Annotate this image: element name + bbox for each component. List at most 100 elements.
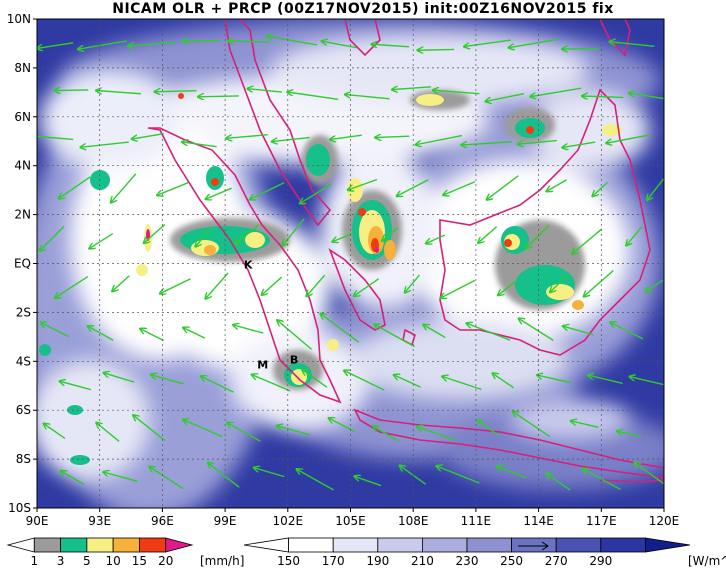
wind-arrow	[54, 90, 89, 91]
wind-arrow	[155, 91, 197, 92]
lon-tick-label: 114E	[523, 514, 554, 528]
wind-arrow	[392, 87, 432, 90]
wind-arrow	[354, 476, 382, 487]
wind-arrow	[247, 89, 282, 92]
lat-tick-label: 2N	[14, 208, 31, 222]
wind-arrow	[518, 139, 557, 145]
city-marker-label: M	[257, 359, 268, 372]
wind-arrow	[433, 90, 480, 95]
lon-tick-label: 93E	[88, 514, 111, 528]
wind-arrow	[513, 412, 551, 438]
olr-colorbar: 150 170 190 210 230 250 270 290 [W/m^2]	[243, 537, 726, 568]
olr-colorbar-swatch	[332, 537, 379, 553]
wind-arrow	[206, 187, 232, 199]
wind-arrow	[59, 176, 91, 199]
wind-arrow	[373, 426, 400, 442]
wind-arrow	[208, 463, 240, 488]
wind-arrow	[526, 224, 550, 248]
wind-arrow	[140, 329, 164, 342]
wind-arrow	[647, 177, 664, 200]
wind-arrow	[103, 472, 139, 483]
wind-arrow	[96, 423, 120, 442]
wind-arrow	[485, 93, 525, 102]
wind-vectors	[37, 36, 664, 491]
wind-arrow	[183, 420, 223, 438]
philippines-coastline	[599, 19, 631, 57]
wind-arrow	[41, 323, 69, 338]
wind-arrow	[371, 44, 410, 47]
indochina-coastline	[344, 19, 381, 57]
lat-tick-label: 10N	[7, 12, 31, 26]
wind-arrow	[497, 466, 527, 479]
wind-arrow	[610, 322, 644, 340]
wind-arrow	[582, 96, 624, 97]
map-field	[37, 19, 664, 508]
olr-colorbar-label: 150	[277, 554, 300, 568]
wind-arrow	[572, 228, 603, 254]
wind-arrow	[546, 179, 568, 192]
wind-arrow	[80, 141, 129, 147]
malay-peninsula-coastline	[224, 19, 332, 227]
wind-arrow	[478, 420, 500, 437]
wind-arrow	[626, 226, 643, 246]
olr-colorbar-label: 250	[500, 554, 523, 568]
wind-arrow	[382, 227, 399, 241]
wind-arrow	[348, 178, 378, 191]
wind-arrow	[375, 136, 410, 137]
java-coastline	[353, 408, 664, 479]
wind-arrow	[111, 173, 137, 203]
wind-arrow	[196, 228, 211, 247]
wind-arrow	[254, 468, 285, 478]
wind-arrow	[272, 136, 310, 142]
lon-tick-label: 108E	[398, 514, 429, 528]
wind-arrow	[61, 471, 85, 486]
wind-arrow	[182, 142, 217, 148]
wind-arrow	[226, 133, 268, 139]
wind-arrow	[443, 181, 476, 195]
olr-colorbar-label: 270	[545, 554, 568, 568]
wind-arrow	[277, 320, 312, 350]
wind-arrow	[592, 181, 609, 196]
olr-colorbar-label: 290	[589, 554, 612, 568]
wind-arrow	[300, 183, 332, 203]
wind-arrow	[405, 274, 420, 293]
wind-arrow	[629, 93, 664, 100]
lon-tick-label: 120E	[649, 514, 680, 528]
lat-tick-label: 4S	[16, 354, 31, 368]
wind-arrow	[89, 232, 114, 249]
wind-arrow	[205, 272, 229, 299]
wind-arrow	[417, 49, 455, 50]
wind-arrow	[37, 135, 74, 141]
wind-arrow	[467, 323, 511, 341]
wind-arrow	[60, 381, 92, 391]
wind-arrow	[306, 274, 326, 296]
olr-colorbar-upper-cap	[645, 537, 691, 553]
wind-arrow	[37, 42, 74, 49]
wind-arrow	[610, 42, 655, 48]
wind-arrow	[423, 325, 446, 339]
lon-tick-label: 111E	[461, 514, 492, 528]
city-marker-label: B	[290, 354, 298, 367]
wind-arrow	[426, 234, 445, 243]
wind-arrow	[562, 141, 596, 148]
lat-tick-label: 6S	[16, 403, 31, 417]
wind-arrow	[487, 175, 519, 200]
wind-arrow	[302, 370, 328, 388]
wind-arrow	[227, 423, 261, 442]
lon-tick-label: 102E	[273, 514, 304, 528]
wind-arrow	[571, 421, 599, 428]
wind-arrow	[128, 41, 176, 46]
wind-arrow	[287, 92, 339, 101]
wind-arrow	[563, 326, 594, 336]
wind-arrow	[441, 279, 476, 298]
wind-arrow	[417, 427, 457, 442]
wind-arrow	[537, 375, 572, 384]
wind-arrow	[235, 224, 259, 244]
wind-arrow	[464, 39, 512, 47]
reference-wind-arrow	[518, 541, 549, 551]
olr-colorbar-swatch	[377, 537, 423, 553]
prcp-colorbar-swatch	[112, 537, 140, 553]
lat-tick-label: 10S	[8, 501, 31, 515]
wind-arrow	[588, 375, 623, 385]
